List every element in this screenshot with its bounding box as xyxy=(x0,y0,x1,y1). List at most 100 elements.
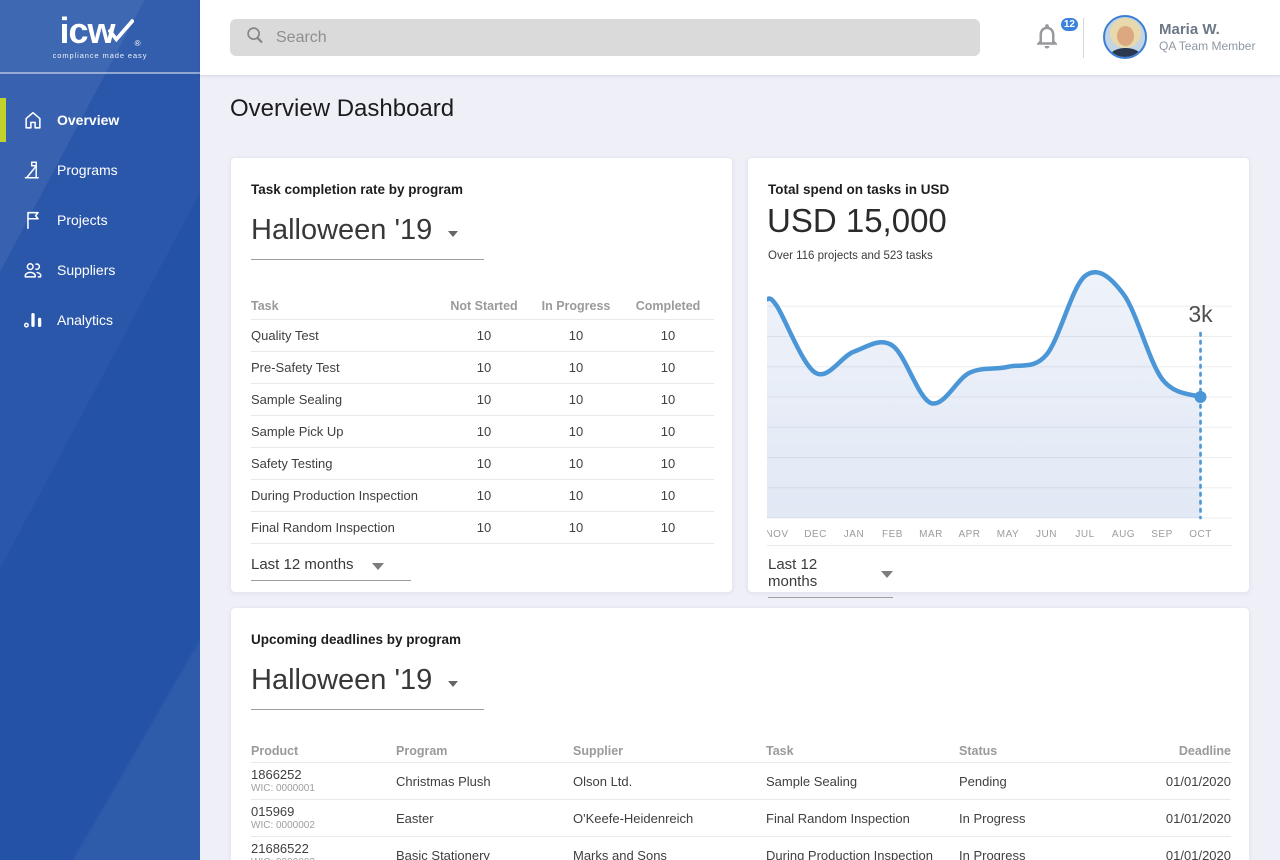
completion-table: Task Not Started In Progress Completed Q… xyxy=(251,292,714,544)
table-row: Sample Sealing 10 10 10 xyxy=(251,384,714,416)
period-select[interactable]: Last 12 months xyxy=(251,556,411,581)
column-header: Task xyxy=(251,299,438,313)
product-wic: WIC: 0000003 xyxy=(251,856,396,860)
table-row: Quality Test 10 10 10 xyxy=(251,320,714,352)
program-select[interactable]: Halloween '19 xyxy=(251,664,484,710)
table-row: 015969 WIC: 0000002 Easter O'Keefe-Heide… xyxy=(251,800,1231,837)
sidebar-item-label: Analytics xyxy=(57,312,113,328)
column-header: Status xyxy=(959,744,1099,758)
notifications-button[interactable]: 12 xyxy=(1032,21,1076,61)
table-header-row: Product Program Supplier Task Status Dea… xyxy=(251,740,1231,763)
spend-line-chart: 3kNOVDECJANFEBMARAPRMAYJUNJULAUGSEPOCT xyxy=(767,270,1232,546)
sidebar-item-label: Programs xyxy=(57,162,118,178)
spend-subtitle: Over 116 projects and 523 tasks xyxy=(768,250,933,262)
product-wic: WIC: 0000002 xyxy=(251,819,396,832)
search-icon xyxy=(244,24,266,51)
x-tick-label: AUG xyxy=(1112,529,1135,540)
end-point-dot xyxy=(1195,391,1207,403)
x-tick-label: JUN xyxy=(1036,529,1057,540)
flag-icon xyxy=(22,209,44,231)
column-header: Not Started xyxy=(438,299,530,313)
dropdown-arrow-icon xyxy=(372,563,384,570)
sidebar-item-suppliers[interactable]: Suppliers xyxy=(0,245,200,295)
table-row: Sample Pick Up 10 10 10 xyxy=(251,416,714,448)
topbar-divider xyxy=(1083,18,1084,58)
status-text: In Progress xyxy=(959,811,1099,826)
sidebar-item-programs[interactable]: Programs xyxy=(0,145,200,195)
x-tick-label: DEC xyxy=(804,529,827,540)
sidebar-item-overview[interactable]: Overview xyxy=(0,95,200,145)
spend-amount: USD 15,000 xyxy=(767,202,947,240)
registered-mark: ® xyxy=(135,40,141,48)
topbar: 12 Maria W. QA Team Member xyxy=(200,0,1280,75)
table-row: 1866252 WIC: 0000001 Christmas Plush Ols… xyxy=(251,763,1231,800)
user-role: QA Team Member xyxy=(1159,39,1255,53)
x-tick-label: SEP xyxy=(1151,529,1173,540)
search-box[interactable] xyxy=(230,19,980,56)
column-header: In Progress xyxy=(530,299,622,313)
column-header: Task xyxy=(766,744,959,758)
x-tick-label: MAY xyxy=(997,529,1019,540)
home-icon xyxy=(22,109,44,131)
sidebar-item-projects[interactable]: Projects xyxy=(0,195,200,245)
check-icon xyxy=(108,19,134,47)
bell-icon xyxy=(1032,21,1062,51)
main-content: Overview Dashboard Task completion rate … xyxy=(200,75,1280,860)
x-tick-label: APR xyxy=(958,529,980,540)
x-tick-label: JAN xyxy=(844,529,864,540)
card-title: Total spend on tasks in USD xyxy=(768,182,949,197)
sidebar: icw ® compliance made easy Overview Prog… xyxy=(0,0,200,860)
milestone-icon xyxy=(22,159,44,181)
user-name: Maria W. xyxy=(1159,21,1255,40)
program-select[interactable]: Halloween '19 xyxy=(251,214,484,260)
product-wic: WIC: 0000001 xyxy=(251,782,396,795)
card-title: Task completion rate by program xyxy=(251,182,463,197)
people-icon xyxy=(22,259,44,281)
notification-badge: 12 xyxy=(1059,16,1080,33)
product-number: 21686522 xyxy=(251,841,396,857)
chevron-down-icon xyxy=(448,681,458,687)
status-text: In Progress xyxy=(959,848,1099,860)
card-title: Upcoming deadlines by program xyxy=(251,632,461,647)
column-header: Deadline xyxy=(1099,744,1231,758)
deadlines-table: Product Program Supplier Task Status Dea… xyxy=(251,740,1231,860)
total-spend-card: Total spend on tasks in USD USD 15,000 O… xyxy=(747,157,1250,593)
annotation-label: 3k xyxy=(1188,301,1213,327)
column-header: Completed xyxy=(622,299,714,313)
x-tick-label: FEB xyxy=(882,529,903,540)
page-title: Overview Dashboard xyxy=(230,95,454,123)
user-menu[interactable]: Maria W. QA Team Member xyxy=(1103,15,1255,59)
table-header-row: Task Not Started In Progress Completed xyxy=(251,292,714,320)
sidebar-nav: Overview Programs Projects Suppliers xyxy=(0,95,200,345)
bar-chart-icon xyxy=(22,309,44,331)
table-row: During Production Inspection 10 10 10 xyxy=(251,480,714,512)
product-number: 015969 xyxy=(251,804,396,820)
period-select[interactable]: Last 12 months xyxy=(768,556,893,598)
column-header: Supplier xyxy=(573,744,766,758)
brand-logo[interactable]: icw ® compliance made easy xyxy=(0,0,200,74)
column-header: Program xyxy=(396,744,573,758)
table-row: Final Random Inspection 10 10 10 xyxy=(251,512,714,544)
x-tick-label: JUL xyxy=(1075,529,1094,540)
status-text: Pending xyxy=(959,774,1099,789)
upcoming-deadlines-card: Upcoming deadlines by program Halloween … xyxy=(230,607,1250,860)
sidebar-item-label: Overview xyxy=(57,112,119,128)
avatar xyxy=(1103,15,1147,59)
dropdown-arrow-icon xyxy=(881,571,893,578)
product-number: 1866252 xyxy=(251,767,396,783)
x-tick-label: OCT xyxy=(1189,529,1212,540)
table-row: Pre-Safety Test 10 10 10 xyxy=(251,352,714,384)
table-row: 21686522 WIC: 0000003 Basic Stationery M… xyxy=(251,837,1231,860)
logo-tagline: compliance made easy xyxy=(53,51,148,60)
chart-area-fill xyxy=(767,272,1201,518)
x-tick-label: NOV xyxy=(767,529,789,540)
app-window: icw ® compliance made easy Overview Prog… xyxy=(0,0,1280,860)
sidebar-item-label: Projects xyxy=(57,212,108,228)
task-completion-card: Task completion rate by program Hallowee… xyxy=(230,157,733,593)
chevron-down-icon xyxy=(448,231,458,237)
search-input[interactable] xyxy=(276,29,936,47)
column-header: Product xyxy=(251,744,396,758)
logo-wordmark: icw xyxy=(60,13,115,49)
sidebar-item-label: Suppliers xyxy=(57,262,115,278)
sidebar-item-analytics[interactable]: Analytics xyxy=(0,295,200,345)
